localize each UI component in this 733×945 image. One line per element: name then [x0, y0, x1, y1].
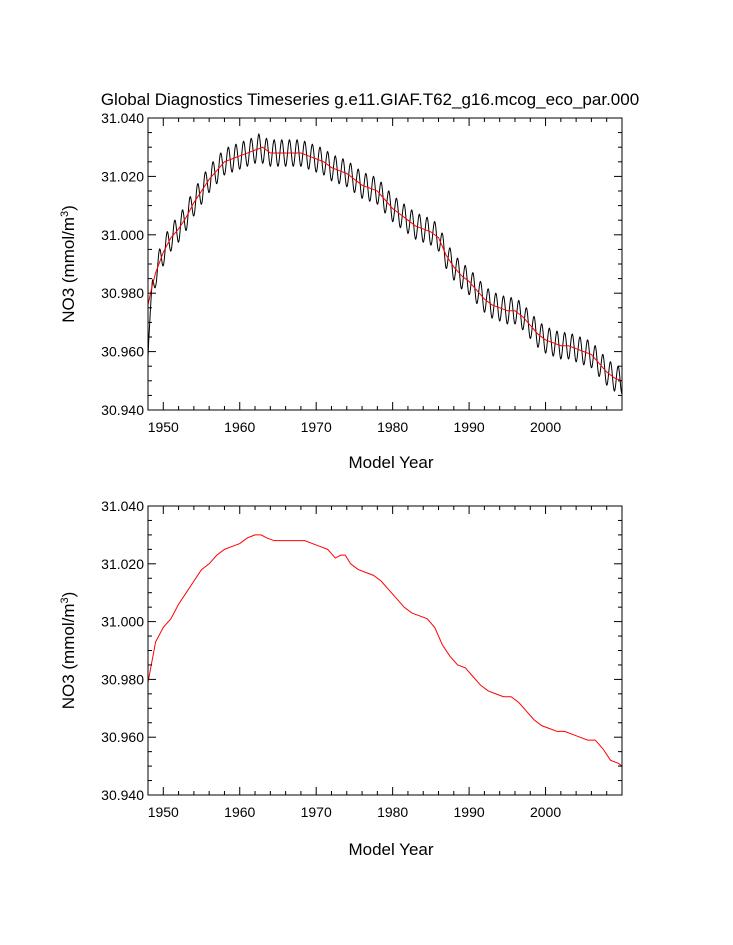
- y-axis-label-superscript: 3: [59, 597, 71, 603]
- x-tick-label: 1960: [224, 419, 255, 435]
- x-tick-label: 1950: [148, 419, 179, 435]
- x-tick-label: 1950: [148, 804, 179, 820]
- x-axis-label: Model Year: [348, 840, 433, 859]
- y-tick-label: 30.960: [101, 729, 144, 745]
- x-tick-label: 2000: [530, 804, 561, 820]
- y-tick-label: 30.980: [101, 285, 144, 301]
- y-axis-label-close: ): [59, 205, 78, 211]
- y-tick-label: 30.940: [101, 402, 144, 418]
- figure-title: Global Diagnostics Timeseries g.e11.GIAF…: [101, 90, 639, 109]
- y-tick-label: 30.940: [101, 787, 144, 803]
- y-axis-label-superscript: 3: [59, 211, 71, 217]
- y-tick-label: 31.040: [101, 110, 144, 126]
- x-tick-label: 1970: [301, 419, 332, 435]
- y-tick-label: 31.040: [101, 498, 144, 514]
- y-axis-label: NO3 (mmol/m3): [59, 592, 78, 710]
- y-tick-label: 31.000: [101, 614, 144, 630]
- x-tick-label: 1990: [454, 804, 485, 820]
- y-tick-label: 30.980: [101, 671, 144, 687]
- bottom-panel-chart: 1950 1960 1970 1980 1990 2000 30.940 30.960 30.9…: [59, 498, 623, 859]
- annual-mean-series-line: [148, 146, 622, 382]
- plot-frame: [147, 505, 623, 796]
- y-axis-label-close: ): [59, 592, 78, 598]
- plot-area: [148, 132, 622, 395]
- y-axis-label: NO3 (mmol/m3): [59, 205, 78, 323]
- y-tick-label: 31.000: [101, 227, 144, 243]
- x-axis-label: Model Year: [348, 453, 433, 472]
- top-panel-chart: 1950 1960 1970 1980 1990 2000 30.940 30.960 30.9…: [59, 110, 623, 472]
- y-axis-label-main: NO3 (mmol/m: [59, 604, 78, 710]
- monthly-series-line: [148, 132, 622, 395]
- x-tick-label: 2000: [530, 419, 561, 435]
- plot-area: [148, 534, 622, 767]
- annual-mean-series-line: [148, 534, 622, 767]
- y-axis-label-main: NO3 (mmol/m: [59, 217, 78, 323]
- y-tick-label: 31.020: [101, 556, 144, 572]
- x-tick-label: 1970: [301, 804, 332, 820]
- y-tick-label: 31.020: [101, 168, 144, 184]
- x-tick-label: 1990: [454, 419, 485, 435]
- x-tick-label: 1980: [377, 804, 408, 820]
- x-tick-label: 1980: [377, 419, 408, 435]
- x-tick-label: 1960: [224, 804, 255, 820]
- y-tick-label: 30.960: [101, 344, 144, 360]
